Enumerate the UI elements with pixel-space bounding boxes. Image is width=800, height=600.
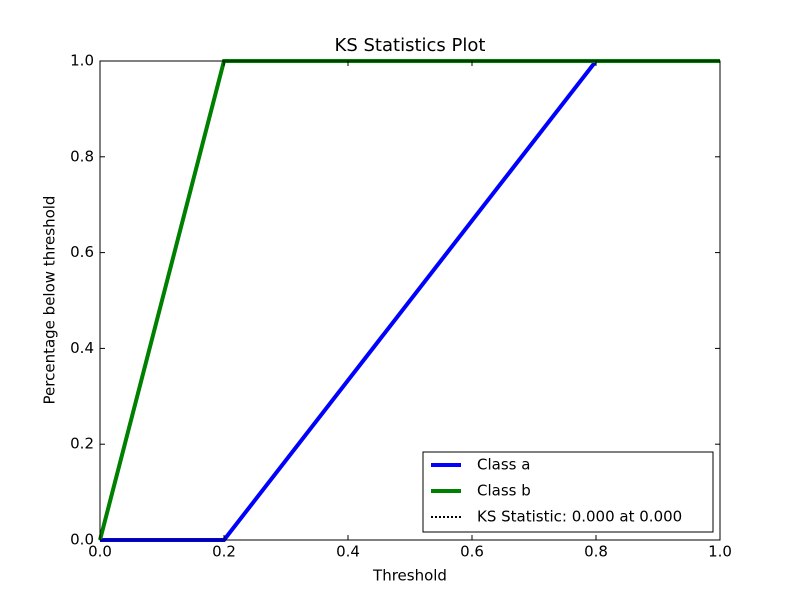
y-tick-label: 0.0 bbox=[70, 531, 94, 549]
y-tick-label: 0.2 bbox=[70, 435, 94, 453]
legend-label: Class a bbox=[477, 456, 530, 474]
y-axis-label: Percentage below threshold bbox=[41, 196, 59, 405]
legend-label: KS Statistic: 0.000 at 0.000 bbox=[477, 508, 682, 526]
y-tick-label: 0.6 bbox=[70, 243, 94, 261]
x-tick-label: 0.8 bbox=[584, 543, 608, 561]
plot-frame bbox=[99, 60, 721, 541]
y-tick-label: 0.4 bbox=[70, 339, 94, 357]
x-tick-label: 0.0 bbox=[88, 543, 112, 561]
x-tick-label: 1.0 bbox=[708, 543, 732, 561]
y-tick-label: 1.0 bbox=[70, 52, 94, 70]
chart-title: KS Statistics Plot bbox=[335, 35, 486, 56]
x-axis-label: Threshold bbox=[372, 567, 447, 585]
x-tick-label: 0.2 bbox=[212, 543, 236, 561]
y-tick-label: 0.8 bbox=[70, 147, 94, 165]
legend-box bbox=[422, 451, 714, 533]
x-tick-label: 0.4 bbox=[336, 543, 360, 561]
x-tick-label: 0.6 bbox=[460, 543, 484, 561]
legend-label: Class b bbox=[477, 482, 531, 500]
